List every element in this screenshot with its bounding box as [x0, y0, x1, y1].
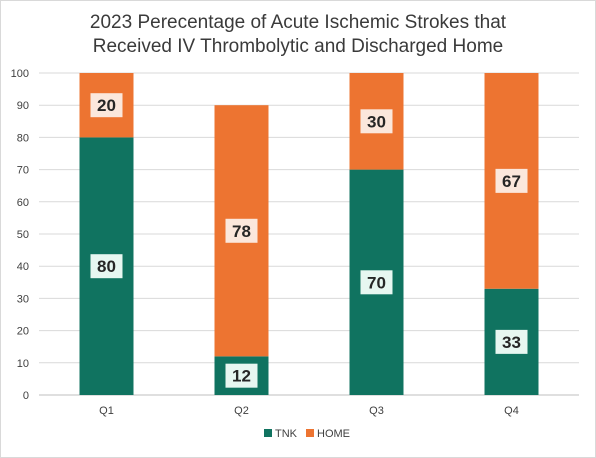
x-tick-label: Q4 [504, 405, 519, 417]
chart-title-line-1: 2023 Perecentage of Acute Ischemic Strok… [90, 12, 507, 33]
y-axis-ticks: 0 10 20 30 40 50 60 70 80 90 100 [11, 68, 29, 402]
legend-swatch-home [306, 429, 314, 437]
y-tick-label: 60 [17, 197, 29, 209]
data-label-tnk-q1: 80 [97, 257, 116, 276]
data-label-home-q1: 20 [97, 96, 116, 115]
data-label-bg [360, 109, 393, 134]
y-tick-label: 30 [17, 293, 29, 305]
data-label-home-q4: 67 [502, 172, 521, 191]
x-axis-ticks: Q1 Q2 Q3 Q4 [99, 405, 519, 417]
y-tick-label: 80 [17, 132, 29, 144]
y-tick-label: 90 [17, 100, 29, 112]
data-label-bg [495, 168, 528, 193]
data-label-bg [225, 363, 258, 388]
data-label-home-q3: 30 [367, 112, 386, 131]
y-tick-label: 40 [17, 261, 29, 273]
data-label-bg [90, 254, 123, 279]
y-tick-label: 70 [17, 165, 29, 177]
y-tick-label: 100 [11, 68, 29, 80]
data-label-tnk-q2: 12 [232, 367, 251, 386]
data-label-bg [225, 218, 258, 243]
data-label-tnk-q3: 70 [367, 273, 386, 292]
data-label-bg [90, 93, 123, 118]
y-tick-label: 50 [17, 229, 29, 241]
data-labels: 80 20 12 78 70 30 33 67 [90, 93, 528, 388]
data-label-tnk-q4: 33 [502, 333, 521, 352]
y-tick-label: 20 [17, 326, 29, 338]
legend-label-tnk: TNK [275, 428, 298, 440]
legend-label-home: HOME [317, 428, 350, 440]
y-tick-label: 0 [23, 390, 29, 402]
y-tick-label: 10 [17, 358, 29, 370]
x-tick-label: Q2 [234, 405, 249, 417]
data-label-home-q2: 78 [232, 222, 251, 241]
chart-title-line-2: Received IV Thrombolytic and Discharged … [93, 36, 503, 57]
x-tick-label: Q1 [99, 405, 114, 417]
data-label-bg [360, 270, 393, 295]
data-label-bg [495, 329, 528, 354]
legend: TNK HOME [264, 428, 350, 440]
x-tick-label: Q3 [369, 405, 384, 417]
legend-swatch-tnk [264, 429, 272, 437]
